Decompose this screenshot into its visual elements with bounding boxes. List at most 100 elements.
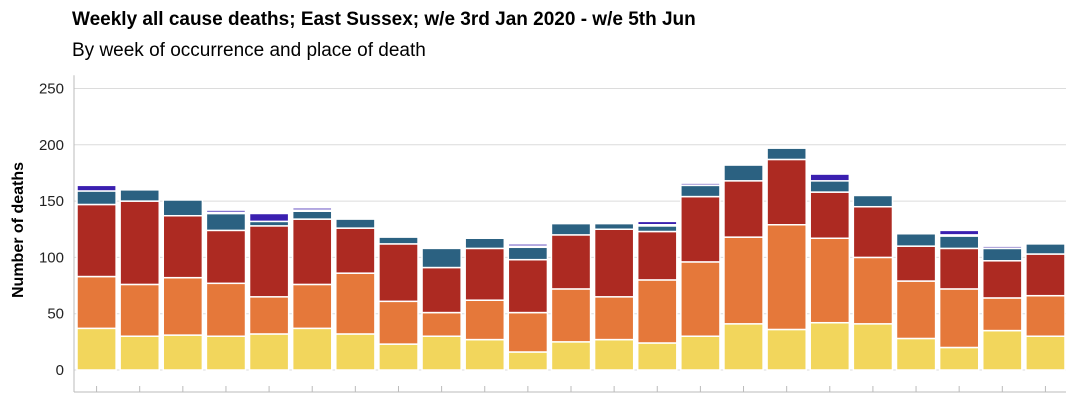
bar-segment-week14-series4 [636,225,678,233]
bar-segment-week15-series4 [680,184,721,198]
bar-segment-week15-series2 [680,261,721,337]
bar-segment-week17-series2 [766,223,807,331]
bar-segment-week8-series2 [378,300,419,345]
bar-segment-week14-series2 [636,279,678,344]
y-axis-label: Number of deaths [10,162,27,298]
bar-segment-week14-series3 [636,230,678,281]
bar-segment-week11-series3 [507,258,549,314]
bar-segment-week10-series3 [464,247,506,301]
bar-segment-week4-series2 [205,282,247,337]
bar-segment-week18-series4 [809,180,851,193]
bar-segment-week5-series1 [248,333,290,371]
bar-segment-week4-series6 [205,209,247,214]
bar-segment-week14-series6 [636,220,678,226]
bar-segment-week7-series2 [335,272,376,335]
bar-segment-week1-series2 [76,275,117,330]
bar-segment-week16-series1 [723,323,764,371]
bar-segment-week22-series3 [981,260,1023,299]
bar-segment-week23-series2 [1025,294,1066,337]
bar-segment-week2-series4 [119,189,161,202]
bar-segment-week3-series2 [162,276,204,336]
bar-segment-week11-series1 [507,351,549,371]
chart-subtitle: By week of occurrence and place of death [72,40,426,61]
bar-segment-week18-series3 [809,191,851,240]
bar-segment-week7-series4 [335,218,376,229]
bar-segment-week1-series3 [76,203,117,278]
bar-segment-week19-series2 [852,256,894,325]
bar-segment-week9-series2 [421,311,462,337]
bar-segment-week20-series2 [895,280,937,340]
bars-group [76,147,1066,371]
y-tick-label-0: 0 [56,362,64,379]
bar-segment-week20-series3 [895,245,937,282]
bar-segment-week11-series6 [507,243,549,247]
bar-segment-week18-series1 [809,321,851,371]
bar-segment-week22-series2 [981,297,1023,332]
bar-segment-week15-series3 [680,195,721,263]
bar-segment-week6-series1 [291,327,333,371]
bar-segment-week3-series3 [162,214,204,279]
y-tick-label-50: 50 [47,306,64,323]
bar-segment-week4-series1 [205,335,247,371]
bar-segment-week23-series4 [1025,243,1066,255]
bar-segment-week13-series2 [593,296,635,341]
bar-segment-week2-series1 [119,335,161,371]
bar-segment-week13-series3 [593,228,635,298]
bar-segment-week23-series1 [1025,335,1066,371]
bar-segment-week21-series3 [938,247,980,290]
bar-segment-week22-series5 [981,245,1023,250]
bar-segment-week16-series2 [723,236,764,325]
bar-segment-week22-series1 [981,329,1023,371]
bar-segment-week13-series1 [593,338,635,371]
bar-segment-week20-series1 [895,337,937,371]
bar-segment-week10-series2 [464,299,506,341]
bar-segment-week9-series4 [421,247,462,269]
bar-segment-week21-series6 [938,229,980,236]
bar-segment-week21-series2 [938,288,980,349]
bar-segment-week13-series4 [593,222,635,230]
bar-segment-week17-series4 [766,147,807,161]
bar-segment-week23-series3 [1025,253,1066,297]
bar-segment-week11-series4 [507,246,549,261]
y-tick-label-250: 250 [39,81,64,98]
bar-segment-week1-series1 [76,327,117,371]
bar-segment-week17-series1 [766,328,807,371]
bar-segment-week16-series4 [723,164,764,182]
bar-segment-week21-series4 [938,235,980,250]
bar-segment-week10-series1 [464,338,506,371]
bar-segment-week6-series6 [291,207,333,211]
bar-segment-week7-series1 [335,333,376,371]
bar-segment-week3-series4 [162,199,204,217]
bar-segment-week12-series1 [550,341,592,371]
bar-segment-week7-series3 [335,227,376,274]
bar-segment-week8-series1 [378,343,419,371]
bar-segment-week5-series3 [248,225,290,298]
bar-segment-week6-series4 [291,210,333,220]
bar-segment-week2-series2 [119,283,161,337]
bar-segment-week3-series1 [162,334,204,371]
bar-segment-week5-series2 [248,296,290,335]
bar-segment-week6-series2 [291,283,333,330]
bar-segment-week12-series4 [550,222,592,236]
bar-segment-week19-series3 [852,205,894,259]
bar-segment-week22-series4 [981,247,1023,262]
bar-segment-week8-series3 [378,243,419,303]
bar-segment-week12-series3 [550,234,592,290]
bar-segment-week18-series6 [809,173,851,182]
bar-segment-week12-series2 [550,288,592,343]
bar-segment-week8-series4 [378,236,419,245]
bar-segment-week18-series2 [809,237,851,324]
bar-segment-week6-series3 [291,218,333,286]
bar-segment-week5-series6 [248,212,290,223]
bar-segment-week9-series3 [421,266,462,314]
bar-segment-week11-series2 [507,311,549,353]
chart-title: Weekly all cause deaths; East Sussex; w/… [72,9,696,30]
bar-segment-week14-series1 [636,342,678,371]
bar-segment-week4-series3 [205,229,247,285]
bar-segment-week17-series3 [766,158,807,226]
bar-segment-week1-series4 [76,190,117,206]
bar-segment-week15-series5 [680,182,721,187]
bar-segment-week20-series4 [895,233,937,247]
y-tick-label-100: 100 [39,249,64,266]
